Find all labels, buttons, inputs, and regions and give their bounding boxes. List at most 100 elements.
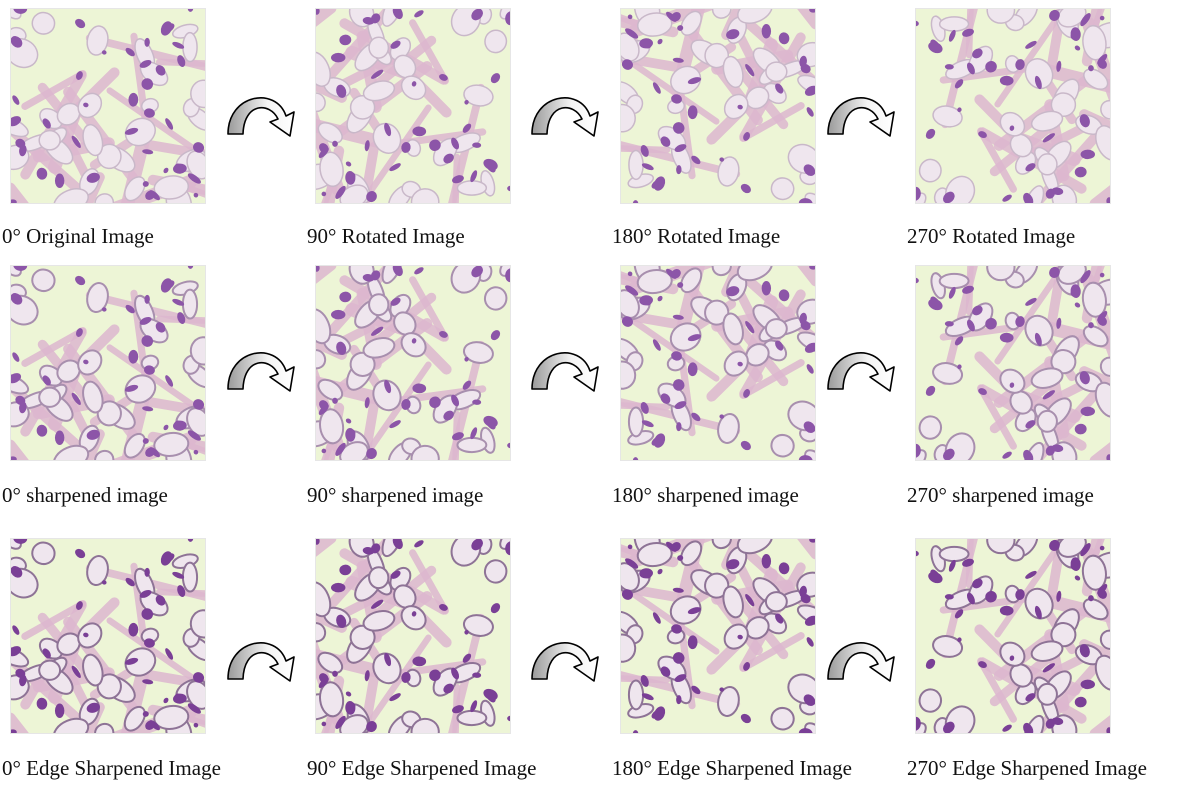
nucleus [806,107,814,117]
nucleus [1088,595,1094,602]
rotation-arrow [227,352,295,392]
nucleus [163,697,169,704]
nucleus [677,555,684,561]
nucleus [1080,679,1095,690]
tissue-image [315,8,511,204]
nucleus [672,122,685,134]
cell [362,337,396,359]
nucleus [1015,589,1025,601]
rotation-arrow [227,97,295,137]
nucleus [803,164,816,176]
nucleus [652,612,661,624]
tissue-strand [739,359,805,399]
nucleus [414,540,424,548]
nucleus [1042,663,1055,673]
nucleus [86,702,100,713]
cell [918,158,942,183]
cell [190,79,206,109]
tissue-pattern [315,265,511,461]
nucleus [429,139,441,152]
nucleus [141,335,154,347]
tissue-strand [409,19,449,85]
nucleus [1088,322,1094,329]
nucleus [804,85,816,96]
nucleus [1049,266,1060,278]
nucleus [803,421,816,433]
nucleus [75,275,86,286]
nucleus [803,694,816,706]
nucleus [155,322,166,333]
nucleus [1042,133,1055,143]
nucleus [799,585,807,598]
nucleus [145,190,156,200]
nucleus [1002,194,1012,202]
tissue-strand [965,8,975,59]
nucleus [389,163,401,172]
nucleus [671,351,683,361]
nucleus [806,637,814,647]
cell [932,362,964,385]
nucleus [1099,545,1105,551]
nucleus [1070,27,1081,41]
cell [765,61,788,83]
nucleus [414,10,424,18]
cell [620,103,636,133]
nucleus [12,625,20,635]
nucleus [371,326,384,336]
tissue-strand [796,8,816,30]
cell [124,176,146,202]
cell [317,651,344,674]
cell [999,641,1026,667]
nucleus [336,84,347,98]
nucleus [345,701,356,715]
tissue-strand [360,634,432,734]
nucleus [652,339,661,351]
cell [368,36,390,59]
cell [153,431,190,457]
tissue-strand [21,70,87,110]
cell [764,591,788,613]
nucleus [443,153,454,164]
nucleus [639,38,653,49]
cell [315,581,332,618]
nucleus [671,624,683,634]
nucleus [1074,166,1087,178]
tissue-strand [10,439,30,461]
nucleus [943,191,955,204]
nucleus [128,622,139,637]
tissue-strand [1089,163,1111,204]
nucleus [339,564,352,576]
nucleus [193,672,205,683]
cell [38,386,62,408]
nucleus [141,608,154,620]
nucleus [336,341,347,355]
nucleus [173,163,187,174]
nucleus [160,280,175,291]
tissue-image [10,538,206,734]
nucleus [429,396,441,409]
nucleus [948,29,956,42]
nucleus [1074,575,1081,581]
nucleus [1056,60,1062,72]
nucleus [930,39,941,54]
nucleus [36,167,48,180]
nucleus [657,295,663,302]
cell [711,265,732,277]
nucleus [672,587,684,593]
nucleus [335,442,346,456]
nucleus [640,145,649,157]
nucleus [670,542,681,552]
cell [1030,640,1064,662]
nucleus [944,321,954,327]
nucleus [335,715,346,729]
nucleus [193,449,199,455]
nucleus [761,281,772,296]
nucleus [452,705,464,714]
cell [736,538,773,555]
tissue-strand [1089,420,1111,461]
nucleus [657,38,663,45]
nucleus [999,75,1014,86]
nucleus [142,679,154,685]
cell [462,614,494,637]
nucleus [651,708,666,719]
